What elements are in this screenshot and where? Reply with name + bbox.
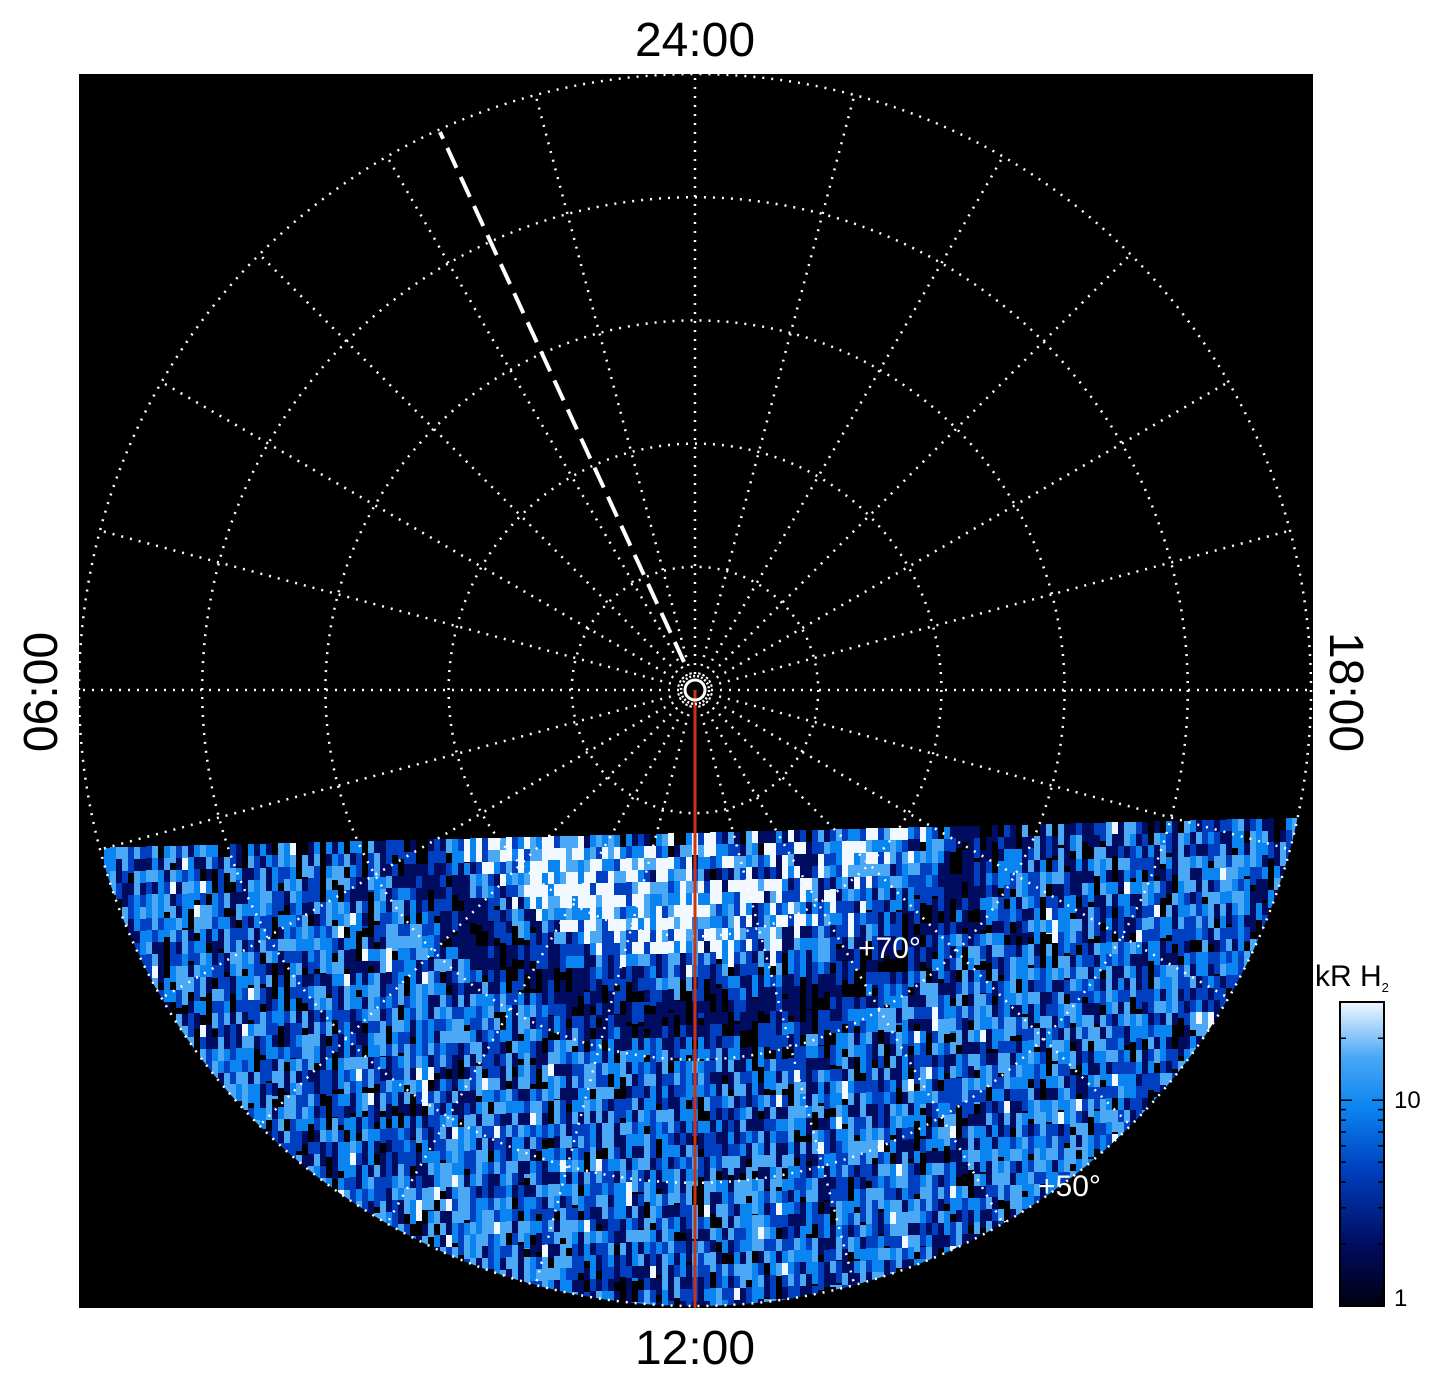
- meridian-line: [705, 700, 1132, 1127]
- colorbar-tick-1: 1: [1394, 1285, 1407, 1312]
- colorbar-tick-10: 10: [1394, 1087, 1421, 1114]
- meridian-line: [258, 700, 685, 1127]
- pole-marker: [683, 678, 707, 702]
- latitude-circle: [447, 442, 943, 938]
- latitude-label-70: +70°: [858, 932, 921, 965]
- meridian-line: [701, 155, 1005, 677]
- local-time-label-bottom: 12:00: [635, 1322, 755, 1375]
- meridian-line: [710, 529, 1291, 688]
- meridian-line: [705, 253, 1132, 680]
- colorbar-title-main: kR H: [1315, 960, 1382, 993]
- latitude-circle: [79, 74, 1313, 1308]
- colorbar-title: kR H2: [1315, 960, 1389, 995]
- meridian-line: [99, 529, 680, 688]
- meridian-line: [160, 696, 682, 1000]
- meridian-line: [385, 155, 689, 677]
- meridian-line: [708, 696, 1230, 1000]
- meridian-line: [160, 380, 682, 684]
- meridian-line: [697, 94, 856, 675]
- colorbar: kR H2 10 1: [1315, 960, 1421, 1312]
- meridian-line: [708, 380, 1230, 684]
- latitude-label-50: +50°: [1038, 1170, 1101, 1203]
- meridian-line: [534, 94, 693, 675]
- local-time-label-top: 24:00: [635, 14, 755, 67]
- meridian-line: [697, 705, 856, 1286]
- dashed-reference-line: [438, 131, 686, 663]
- colorbar-title-sub: 2: [1382, 980, 1389, 995]
- meridian-line: [710, 692, 1291, 851]
- meridian-line: [385, 703, 689, 1225]
- local-time-label-right: 18:00: [1319, 632, 1372, 752]
- latitude-circle: [570, 565, 820, 815]
- meridian-line: [701, 703, 1005, 1225]
- meridian-line: [99, 692, 680, 851]
- local-time-label-left: 06:00: [15, 632, 68, 752]
- meridian-line: [534, 705, 693, 1286]
- colorbar-scale: [1339, 1001, 1385, 1307]
- latitude-circle: [324, 319, 1066, 1061]
- meridian-line: [258, 253, 685, 680]
- pole-marker-outer: [679, 674, 711, 706]
- colorbar-ticks: [1340, 1001, 1384, 1245]
